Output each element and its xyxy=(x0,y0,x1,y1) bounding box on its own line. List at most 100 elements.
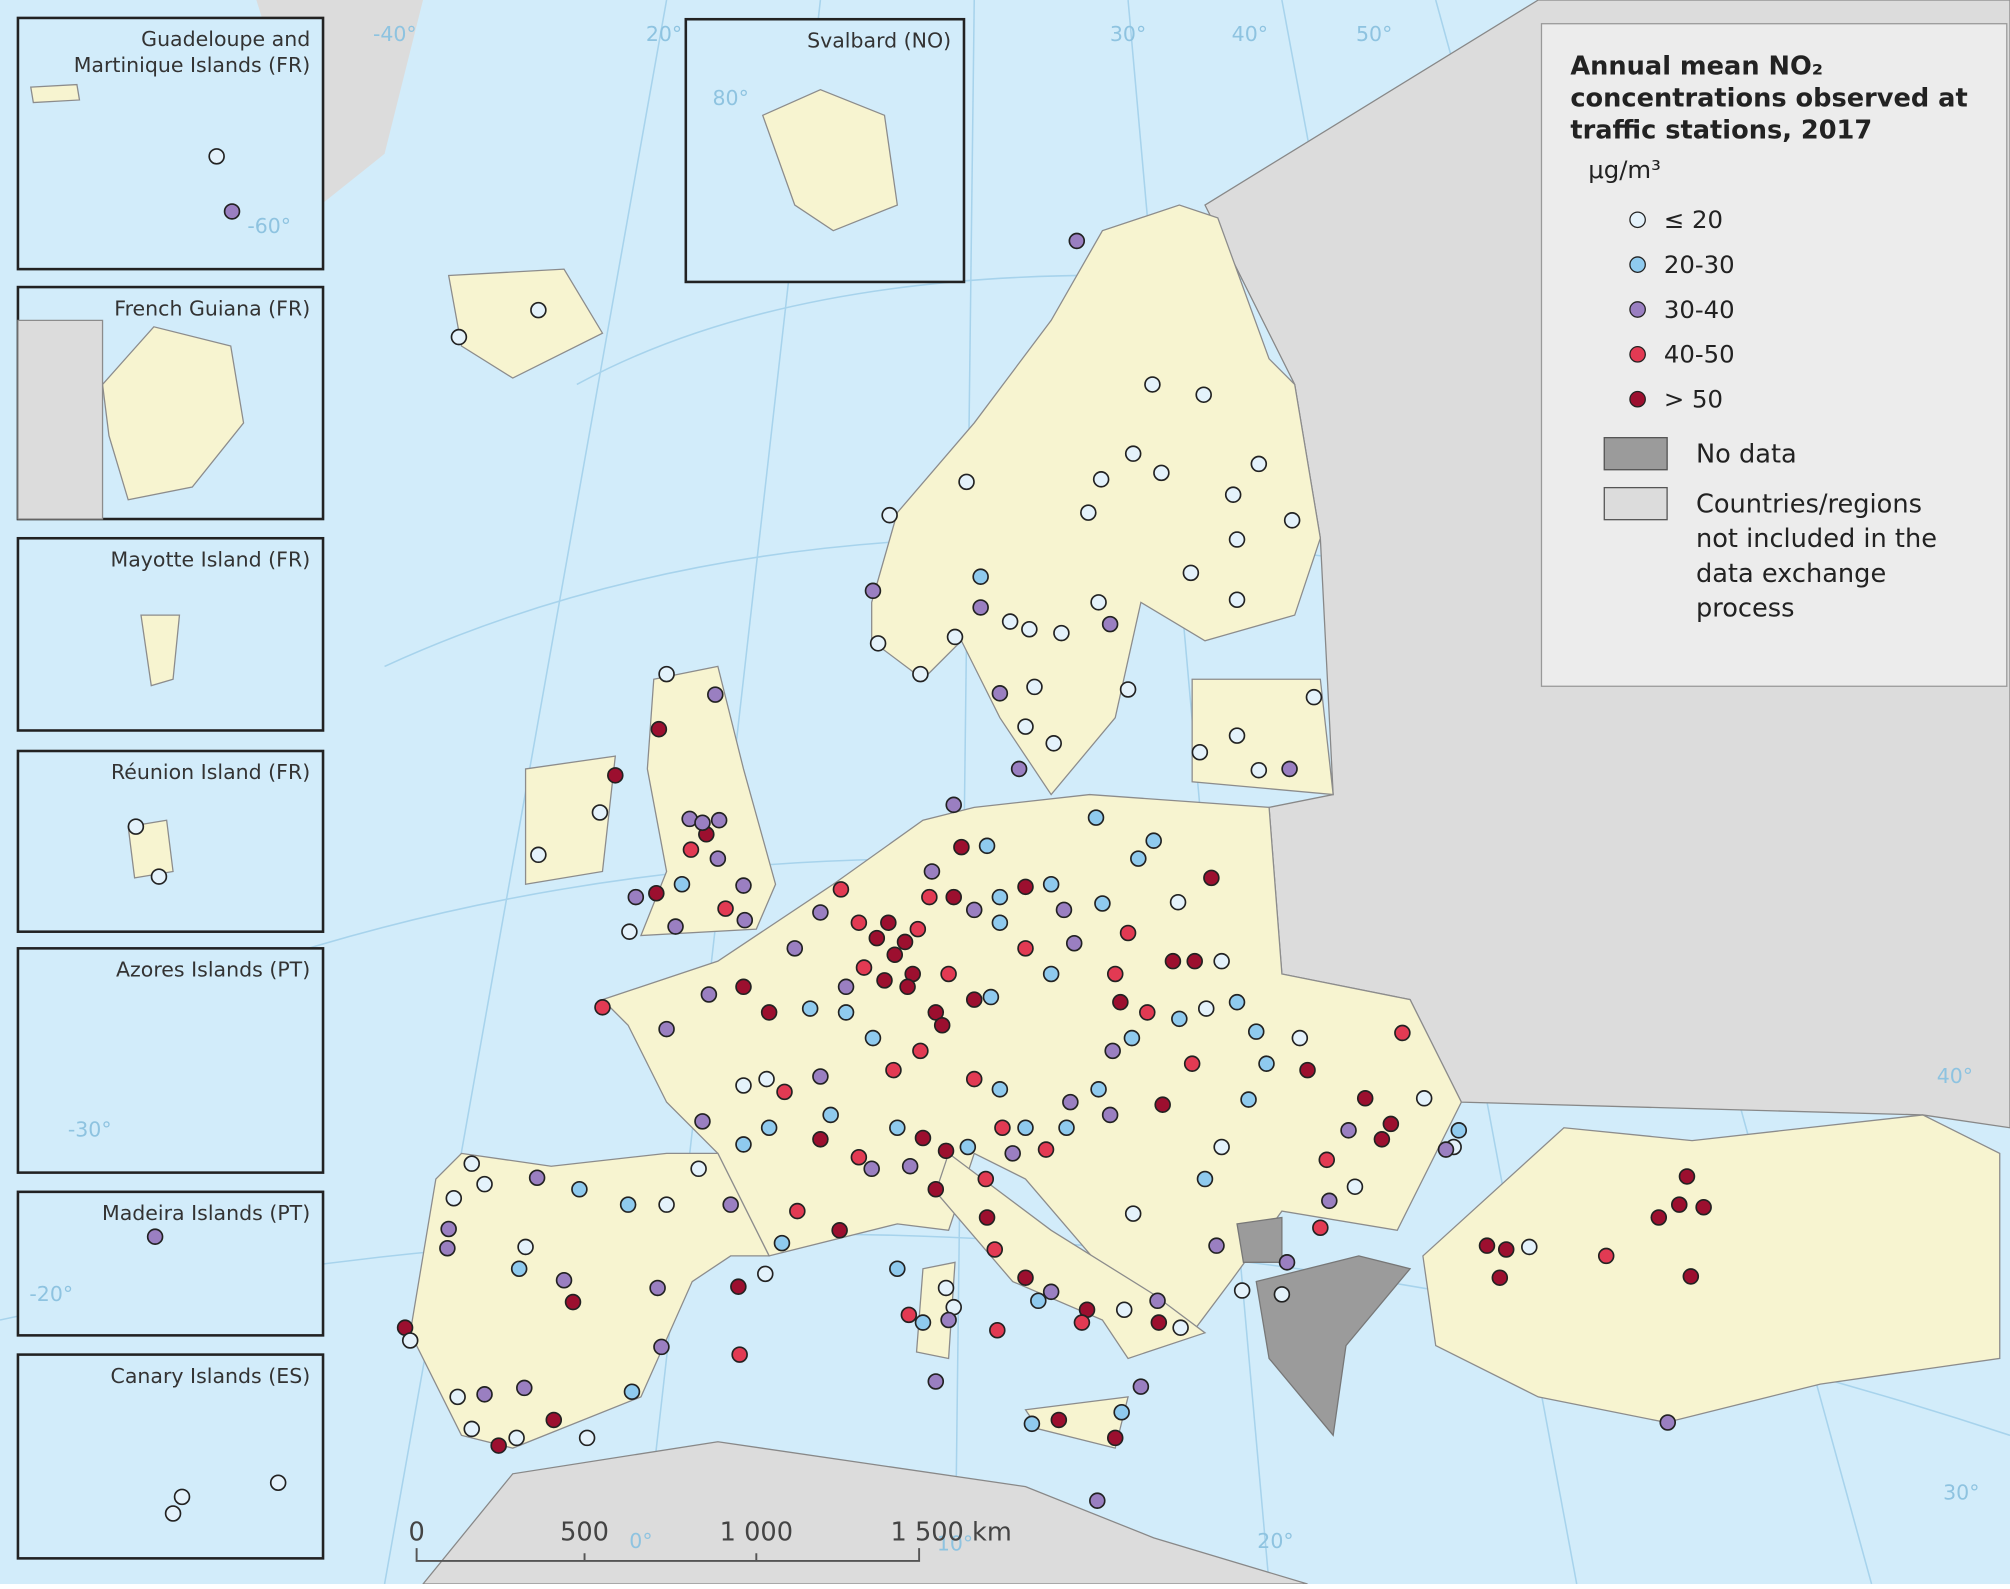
station xyxy=(914,1314,932,1331)
station xyxy=(1318,1151,1336,1169)
station xyxy=(946,628,964,646)
station xyxy=(965,991,983,1008)
station xyxy=(607,767,624,784)
station xyxy=(1004,1145,1021,1162)
station xyxy=(1491,1269,1509,1286)
legend-classes: ≤ 20 20-30 30-40 40-50 > 50 xyxy=(1570,197,1978,421)
station xyxy=(445,1189,463,1207)
inset-title: French Guiana (FR) xyxy=(114,296,310,320)
legend-label: 20-30 xyxy=(1663,250,1735,279)
station xyxy=(1196,1170,1214,1188)
station xyxy=(1017,878,1034,896)
graticule-label: 0° xyxy=(629,1529,652,1553)
station xyxy=(1659,1414,1677,1431)
station xyxy=(855,959,873,976)
station xyxy=(1030,1292,1047,1310)
legend-dot xyxy=(1629,346,1646,363)
station xyxy=(1299,1061,1316,1079)
graticule-label: 20° xyxy=(646,22,682,46)
inset-land xyxy=(761,89,899,232)
station xyxy=(694,814,711,832)
station xyxy=(1346,1178,1364,1195)
land xyxy=(409,204,2001,1449)
station xyxy=(863,1160,880,1178)
station xyxy=(831,1222,848,1239)
station xyxy=(868,929,886,947)
station xyxy=(694,1113,711,1130)
station xyxy=(1154,1096,1171,1113)
station xyxy=(876,972,893,989)
station xyxy=(516,1379,533,1397)
station xyxy=(490,1437,507,1454)
graticule-label: 20° xyxy=(1257,1529,1293,1553)
station xyxy=(1053,624,1070,642)
station xyxy=(621,923,638,940)
insets: Guadeloupe and Martinique Islands (FR) Sva… xyxy=(16,16,966,1560)
station xyxy=(650,720,668,738)
station xyxy=(1478,1237,1496,1254)
legend-item: ≤ 20 xyxy=(1570,197,1978,242)
stations xyxy=(127,148,1712,1522)
legend-area: No data xyxy=(1570,437,1978,472)
legend-areas: No data Countries/regions not included in… xyxy=(1570,437,1978,625)
station xyxy=(736,911,754,929)
legend-title: Annual mean NO₂ concentrations observed … xyxy=(1570,49,1968,145)
station xyxy=(1247,1023,1265,1040)
station xyxy=(545,1411,563,1429)
station xyxy=(735,877,752,894)
station xyxy=(173,1488,191,1506)
station xyxy=(1153,464,1170,482)
station xyxy=(889,1260,906,1278)
graticule-label: -40° xyxy=(373,22,417,46)
station xyxy=(1017,940,1034,957)
legend-item: > 50 xyxy=(1570,377,1978,422)
station xyxy=(555,1272,573,1289)
inset-land xyxy=(140,614,181,687)
station xyxy=(812,1131,829,1148)
inset-title-line: Guadeloupe and xyxy=(141,27,310,51)
station xyxy=(1042,876,1060,893)
station xyxy=(940,965,957,983)
station xyxy=(978,1209,996,1226)
station xyxy=(658,665,675,683)
station xyxy=(1139,1004,1156,1021)
graticule-label: -30° xyxy=(68,1118,112,1142)
station xyxy=(735,1077,752,1094)
station xyxy=(886,946,904,964)
inset-frame xyxy=(684,17,966,284)
station xyxy=(735,978,752,996)
inset-frame xyxy=(16,16,325,271)
station xyxy=(564,1293,582,1311)
station xyxy=(463,1155,481,1172)
station xyxy=(722,1196,739,1213)
station xyxy=(978,837,996,855)
station xyxy=(837,978,855,996)
station xyxy=(1080,504,1097,521)
station xyxy=(1090,594,1107,611)
graticule-label: 40° xyxy=(1232,22,1268,46)
station xyxy=(986,1241,1004,1258)
station xyxy=(977,1170,995,1188)
station xyxy=(991,914,1009,931)
legend-dot xyxy=(1629,211,1646,229)
inset-title-line: Martinique Islands (FR) xyxy=(74,53,310,77)
station xyxy=(1123,1029,1141,1047)
station xyxy=(1258,1055,1275,1072)
station xyxy=(881,506,898,524)
station xyxy=(789,1202,806,1220)
station xyxy=(1283,512,1301,529)
station xyxy=(991,685,1009,702)
station xyxy=(707,686,724,703)
station xyxy=(1394,1024,1411,1042)
station xyxy=(837,1004,855,1021)
station xyxy=(682,841,700,858)
station xyxy=(896,933,914,951)
station xyxy=(440,1220,457,1238)
station xyxy=(1281,760,1298,778)
station xyxy=(994,1119,1011,1137)
station xyxy=(1124,1205,1142,1222)
station xyxy=(1213,952,1230,970)
inset-land xyxy=(17,319,104,520)
station xyxy=(208,148,225,165)
station xyxy=(1682,1268,1700,1285)
